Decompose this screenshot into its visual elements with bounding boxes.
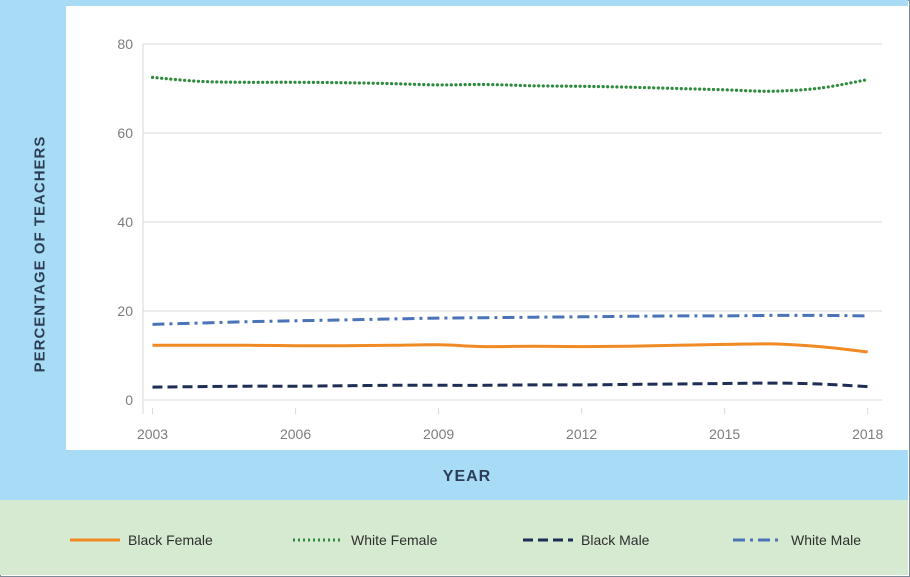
grid-lines	[142, 43, 882, 414]
series-line-black-female	[152, 342, 868, 354]
legend-swatch-white-male	[733, 538, 783, 542]
x-tick-label-2003: 2003	[137, 426, 168, 442]
y-axis-label: PERCENTAGE OF TEACHERS	[31, 135, 49, 373]
y-tick-label-40: 40	[117, 214, 133, 230]
y-tick-labels: 0 20 40 60 80	[117, 36, 133, 408]
legend-item-black-female: Black Female	[70, 530, 213, 550]
legend-item-black-male: Black Male	[523, 530, 649, 550]
x-axis-label: YEAR	[442, 468, 492, 485]
y-tick-label-20: 20	[117, 303, 133, 319]
series-lines	[150, 75, 870, 389]
legend-label-white-female: White Female	[351, 532, 438, 548]
plot-panel	[66, 6, 908, 450]
series-line-black-male	[152, 381, 868, 389]
legend-label-black-female: Black Female	[128, 532, 213, 548]
legend-item-white-female: White Female	[293, 530, 437, 550]
x-tick-label-2012: 2012	[566, 426, 597, 442]
legend-swatch-white-female	[293, 538, 343, 542]
x-tick-label-2006: 2006	[280, 426, 311, 442]
x-tick-label-2018: 2018	[852, 426, 883, 442]
series-line-white-female	[150, 75, 870, 93]
y-tick-label-0: 0	[125, 392, 133, 408]
x-tick-labels: 2003 2006 2009 2012 2015 2018	[137, 426, 884, 442]
y-tick-label-80: 80	[117, 36, 133, 52]
legend-swatch-black-female	[70, 538, 120, 542]
legend-item-white-male: White Male	[733, 530, 861, 550]
y-tick-label-60: 60	[117, 125, 133, 141]
legend-label-black-male: Black Male	[581, 532, 650, 548]
x-tick-label-2015: 2015	[709, 426, 740, 442]
legend	[0, 500, 908, 575]
legend-swatch-black-male	[523, 538, 573, 542]
series-line-white-male	[152, 313, 868, 326]
x-tick-label-2009: 2009	[423, 426, 454, 442]
legend-label-white-male: White Male	[791, 532, 862, 548]
